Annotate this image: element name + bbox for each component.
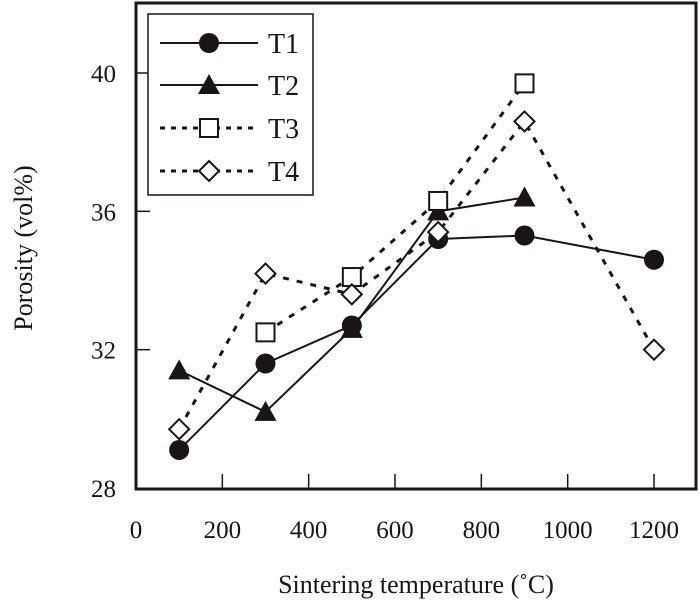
legend-item-t2: T2	[160, 71, 299, 102]
y-tick-label: 36	[91, 199, 116, 226]
x-tick-label: 800	[463, 517, 501, 544]
data-point-t2	[254, 400, 277, 421]
y-tick-label: 32	[91, 338, 116, 365]
data-point-t4	[167, 417, 191, 441]
legend-item-t3: T3	[160, 114, 299, 145]
legend-label: T1	[268, 29, 299, 60]
legend-box	[147, 13, 314, 196]
data-point-t1	[644, 249, 664, 270]
data-point-t4	[426, 220, 450, 244]
data-point-t4	[513, 110, 536, 133]
series-t1	[169, 225, 664, 460]
x-tick-label: 600	[376, 517, 414, 544]
legend-label: T2	[268, 71, 299, 102]
series-line-t1	[178, 234, 655, 451]
y-tick-label: 28	[91, 476, 116, 503]
data-point-t3	[255, 322, 276, 343]
data-point-t2	[340, 317, 363, 338]
data-point-t3	[428, 190, 449, 211]
y-tick-label: 40	[91, 61, 116, 88]
data-point-t4	[254, 262, 277, 285]
y-axis-title: Porosity (vol%)	[9, 165, 38, 330]
x-tick-label: 0	[130, 517, 143, 544]
x-tick-label: 200	[204, 517, 242, 544]
series-layer	[167, 73, 666, 460]
series-t2	[168, 186, 536, 421]
legend-marker-filled-circle-icon	[199, 33, 219, 53]
legend-item-t1: T1	[160, 29, 299, 60]
tick-labels: 0 200 400 600 800 1000 1200 28 32 36 40	[91, 61, 679, 544]
legend-marker-filled-triangle-icon	[198, 74, 220, 94]
data-point-t1	[169, 439, 190, 460]
plot-frame	[134, 1, 698, 491]
legend-label: T3	[268, 114, 299, 145]
legend: T1 T2 T3 T4	[147, 13, 314, 196]
x-axis-title: Sintering temperature (˚C)	[278, 570, 554, 599]
data-point-t1	[514, 225, 535, 246]
series-t3	[255, 73, 535, 343]
legend-marker-open-diamond-icon	[197, 159, 221, 183]
data-point-t4	[642, 338, 666, 362]
data-point-t2	[168, 359, 191, 380]
legend-marker-open-square-icon	[199, 118, 219, 138]
data-point-t2	[513, 186, 536, 207]
series-t4	[167, 110, 666, 441]
x-tick-label: 400	[290, 517, 328, 544]
data-point-t4	[340, 282, 364, 306]
data-point-t3	[514, 73, 535, 94]
legend-item-t4: T4	[160, 157, 299, 188]
data-point-t1	[255, 353, 276, 374]
legend-label: T4	[268, 157, 299, 188]
x-tick-label: 1200	[629, 517, 679, 544]
x-tick-label: 1000	[543, 517, 593, 544]
